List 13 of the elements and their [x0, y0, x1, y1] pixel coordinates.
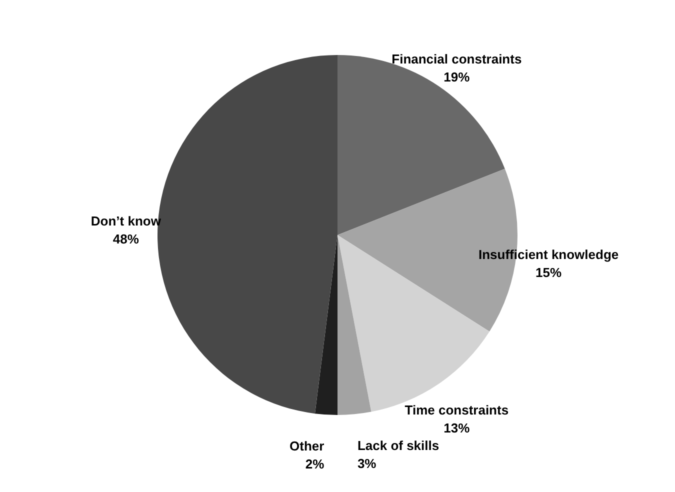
data-label: 13% — [444, 420, 470, 436]
slice-label: Other — [290, 438, 324, 454]
data-label: 3% — [357, 456, 377, 472]
data-label: 2% — [305, 456, 325, 472]
data-label: 15% — [536, 264, 562, 280]
slice-label: Time constraints — [404, 402, 509, 418]
pie-slice — [314, 235, 338, 415]
pie-slice — [338, 235, 372, 415]
data-label: 48% — [112, 232, 140, 247]
slice-label: Lack of skills — [357, 438, 440, 454]
data-label: 19% — [444, 70, 470, 85]
slice-label: Insufficient knowledge — [478, 246, 619, 262]
slice-label: Financial constraints — [392, 52, 522, 67]
